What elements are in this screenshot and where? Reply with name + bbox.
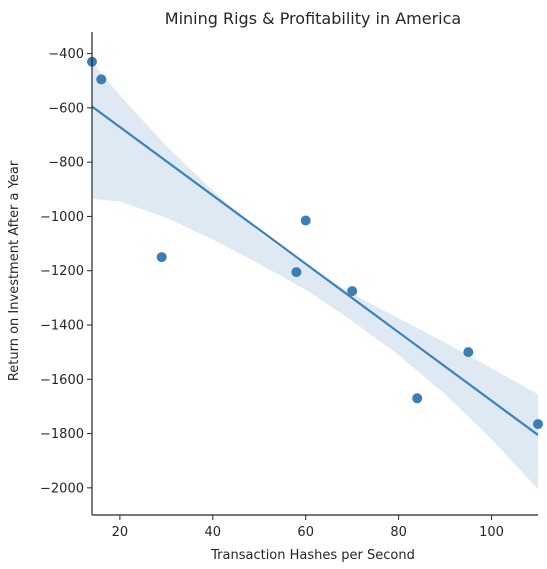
x-tick-label: 20 [112,525,129,540]
regression-line-layer [91,105,539,436]
data-points-layer [87,56,543,430]
y-tick-label: −800 [48,156,84,171]
x-tick-label: 100 [479,525,504,540]
x-tick-label: 60 [297,525,314,540]
axes-layer [91,32,538,516]
y-tick-label: −1800 [40,427,84,442]
y-tick-label: −1600 [40,373,84,388]
data-point [300,215,311,226]
x-tick-label: 80 [390,525,407,540]
y-ticks-layer: −400 −600 −800 −1000 −1200 −1400 −1600 −1800 −20… [40,47,92,496]
y-tick-label: −1400 [40,319,84,334]
y-axis-title: Return on Investment After a Year [7,160,22,381]
data-point [533,419,543,430]
regression-line [91,105,539,436]
x-axis-title: Transaction Hashes per Second [210,548,415,563]
x-ticks-layer: 20 40 60 80 100 [112,515,504,540]
data-point [156,252,167,263]
y-tick-label: −1000 [40,210,84,225]
y-tick-label: −1200 [40,264,84,279]
y-tick-label: −600 [48,101,84,116]
confidence-band-layer [92,61,538,490]
x-tick-label: 40 [205,525,222,540]
data-point [96,74,107,85]
data-point [291,267,302,278]
chart-title: Mining Rigs & Profitability in America [165,9,461,28]
data-point [347,286,358,297]
data-point [412,393,423,404]
y-tick-label: −2000 [40,481,84,496]
y-tick-label: −400 [48,47,84,62]
confidence-band [92,61,538,490]
data-point [463,347,474,358]
